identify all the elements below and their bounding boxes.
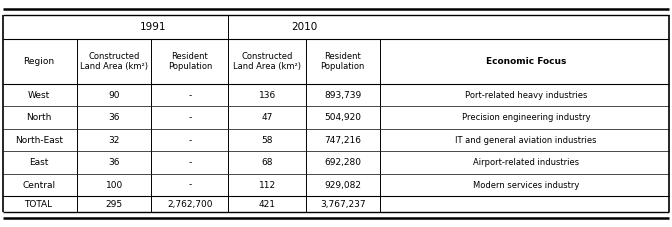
Text: -: - bbox=[188, 181, 192, 190]
Text: IT and general aviation industries: IT and general aviation industries bbox=[455, 136, 597, 145]
Text: 747,216: 747,216 bbox=[324, 136, 362, 145]
Text: -: - bbox=[188, 136, 192, 145]
Text: 90: 90 bbox=[108, 91, 120, 100]
Text: TOTAL: TOTAL bbox=[25, 200, 52, 209]
Text: 36: 36 bbox=[108, 158, 120, 167]
Text: 692,280: 692,280 bbox=[324, 158, 362, 167]
Text: Region: Region bbox=[23, 57, 54, 66]
Text: 929,082: 929,082 bbox=[324, 181, 362, 190]
Text: -: - bbox=[188, 158, 192, 167]
Text: Constructed
Land Area (km²): Constructed Land Area (km²) bbox=[80, 52, 149, 71]
Text: Resident
Population: Resident Population bbox=[321, 52, 365, 71]
Text: Port-related heavy industries: Port-related heavy industries bbox=[464, 91, 587, 100]
Text: 58: 58 bbox=[261, 136, 273, 145]
Text: 100: 100 bbox=[106, 181, 123, 190]
Text: Central: Central bbox=[22, 181, 55, 190]
Text: 136: 136 bbox=[259, 91, 276, 100]
Text: North-East: North-East bbox=[15, 136, 62, 145]
Text: 2010: 2010 bbox=[291, 22, 317, 32]
Text: 421: 421 bbox=[259, 200, 276, 209]
Text: East: East bbox=[29, 158, 48, 167]
Text: West: West bbox=[28, 91, 50, 100]
Text: 1991: 1991 bbox=[140, 22, 166, 32]
Text: 893,739: 893,739 bbox=[324, 91, 362, 100]
Text: Constructed
Land Area (km²): Constructed Land Area (km²) bbox=[233, 52, 301, 71]
Text: Economic Focus: Economic Focus bbox=[486, 57, 566, 66]
Text: 112: 112 bbox=[259, 181, 276, 190]
Text: -: - bbox=[188, 113, 192, 122]
Text: 504,920: 504,920 bbox=[324, 113, 362, 122]
Text: 36: 36 bbox=[108, 113, 120, 122]
Text: Precision engineering industry: Precision engineering industry bbox=[462, 113, 590, 122]
Text: 47: 47 bbox=[261, 113, 273, 122]
Text: 3,767,237: 3,767,237 bbox=[320, 200, 366, 209]
Text: Resident
Population: Resident Population bbox=[167, 52, 212, 71]
Text: -: - bbox=[188, 91, 192, 100]
Text: 32: 32 bbox=[109, 136, 120, 145]
Text: 2,762,700: 2,762,700 bbox=[167, 200, 212, 209]
Text: North: North bbox=[26, 113, 51, 122]
Text: Airport-related industries: Airport-related industries bbox=[473, 158, 579, 167]
Text: Modern services industry: Modern services industry bbox=[472, 181, 579, 190]
Text: 68: 68 bbox=[261, 158, 273, 167]
Text: 295: 295 bbox=[106, 200, 123, 209]
